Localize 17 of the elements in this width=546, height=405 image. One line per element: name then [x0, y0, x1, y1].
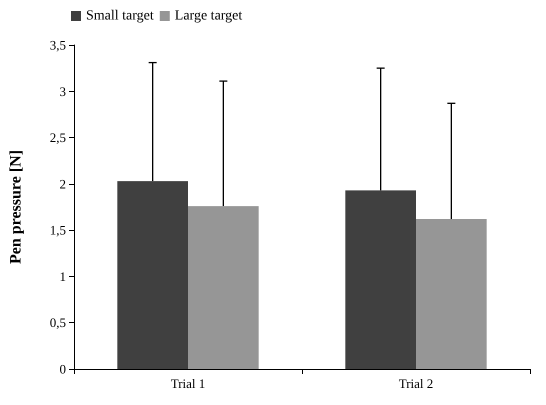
y-tick-label: 2,5: [50, 130, 66, 146]
y-tick-label: 1,5: [50, 222, 66, 238]
y-tick-label: 1: [60, 268, 66, 284]
y-tick-label: 3,5: [50, 38, 66, 52]
y-tick-label: 0,5: [50, 315, 66, 330]
y-tick-label: 3: [60, 84, 66, 99]
x-tick-label: Trial 2: [398, 376, 434, 391]
bar: [345, 190, 416, 369]
y-axis-title: Pen pressure [N]: [8, 150, 24, 264]
bar: [416, 219, 487, 369]
y-tick-label: 0: [60, 362, 66, 376]
bar: [188, 206, 259, 369]
legend-label: Small target: [86, 8, 154, 24]
bar: [117, 181, 188, 369]
x-tick-label: Trial 1: [170, 376, 206, 391]
y-tick-label: 2: [60, 176, 66, 192]
legend-label: Large target: [174, 8, 242, 24]
